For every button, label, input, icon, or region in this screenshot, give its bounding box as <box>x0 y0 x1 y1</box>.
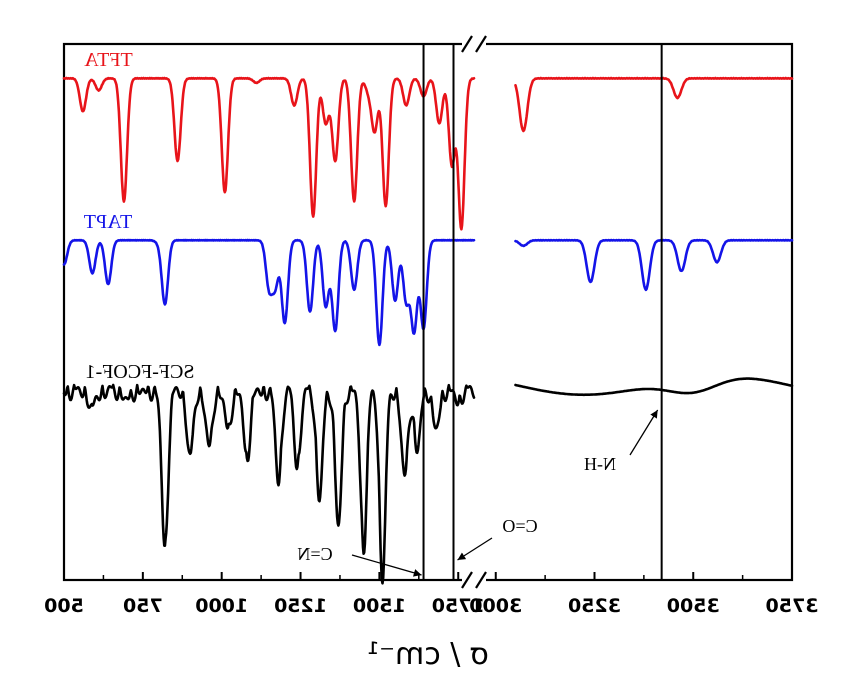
axis-break-mark-top-2 <box>475 35 487 53</box>
x-axis-title: σ / cm⁻¹ <box>367 637 489 672</box>
series-label: SCF-FCOF-1 <box>86 361 195 383</box>
spectrum-tfta <box>514 76 794 133</box>
annotation-label: N-H <box>584 454 616 474</box>
x-tick-label: 1250 <box>274 595 327 617</box>
spectrum-tapt <box>514 238 794 292</box>
annotation-label: C=O <box>502 516 537 536</box>
axis-break-gap-top <box>462 40 486 48</box>
annotation-arrow <box>629 409 659 456</box>
axis-break-mark-bottom-2 <box>475 571 487 589</box>
axis-break-mark-bottom-1 <box>461 571 473 589</box>
reference-lines <box>422 44 663 580</box>
spectrum-tapt <box>62 238 476 347</box>
spectrum-scf-fcof-1 <box>62 383 476 585</box>
axis-break-gap-bottom <box>462 576 486 584</box>
series-labels: TFTA TAPT SCF-FCOF-1 <box>84 49 195 383</box>
x-tick-label: 3750 <box>766 595 819 617</box>
x-tick-label: 1500 <box>353 595 406 617</box>
plot-frame <box>62 42 794 582</box>
peak-annotations: C=N C=O N-H <box>297 409 659 577</box>
annotation-arrow <box>351 554 422 577</box>
annotation-arrow <box>457 537 493 561</box>
spectra <box>62 76 794 585</box>
x-tick-label: 1750 <box>432 595 485 617</box>
annotation-label: C=N <box>297 544 332 564</box>
series-label: TAPT <box>84 211 132 233</box>
x-tick-label: 3250 <box>568 595 621 617</box>
x-tick-label: 750 <box>123 595 163 617</box>
x-tick-label: 1000 <box>195 595 248 617</box>
x-tick-label: 3500 <box>667 595 720 617</box>
spectrum-tfta <box>62 76 476 231</box>
spectrum-scf-fcof-1 <box>514 377 794 397</box>
x-tick-label: 3000 <box>469 595 522 617</box>
series-label: TFTA <box>84 49 133 71</box>
axis-break-mark-top-1 <box>461 35 473 53</box>
x-tick-label: 500 <box>44 595 84 617</box>
